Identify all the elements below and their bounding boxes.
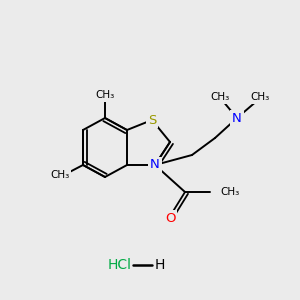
Text: N: N [150, 158, 160, 172]
Text: O: O [165, 212, 175, 224]
Text: CH₃: CH₃ [210, 92, 230, 102]
Text: CH₃: CH₃ [250, 92, 270, 102]
Text: HCl: HCl [108, 258, 132, 272]
Text: N: N [232, 112, 242, 124]
Text: H: H [155, 258, 165, 272]
Text: CH₃: CH₃ [220, 187, 239, 197]
Text: CH₃: CH₃ [95, 90, 115, 100]
Text: S: S [148, 113, 156, 127]
Text: CH₃: CH₃ [50, 170, 70, 180]
